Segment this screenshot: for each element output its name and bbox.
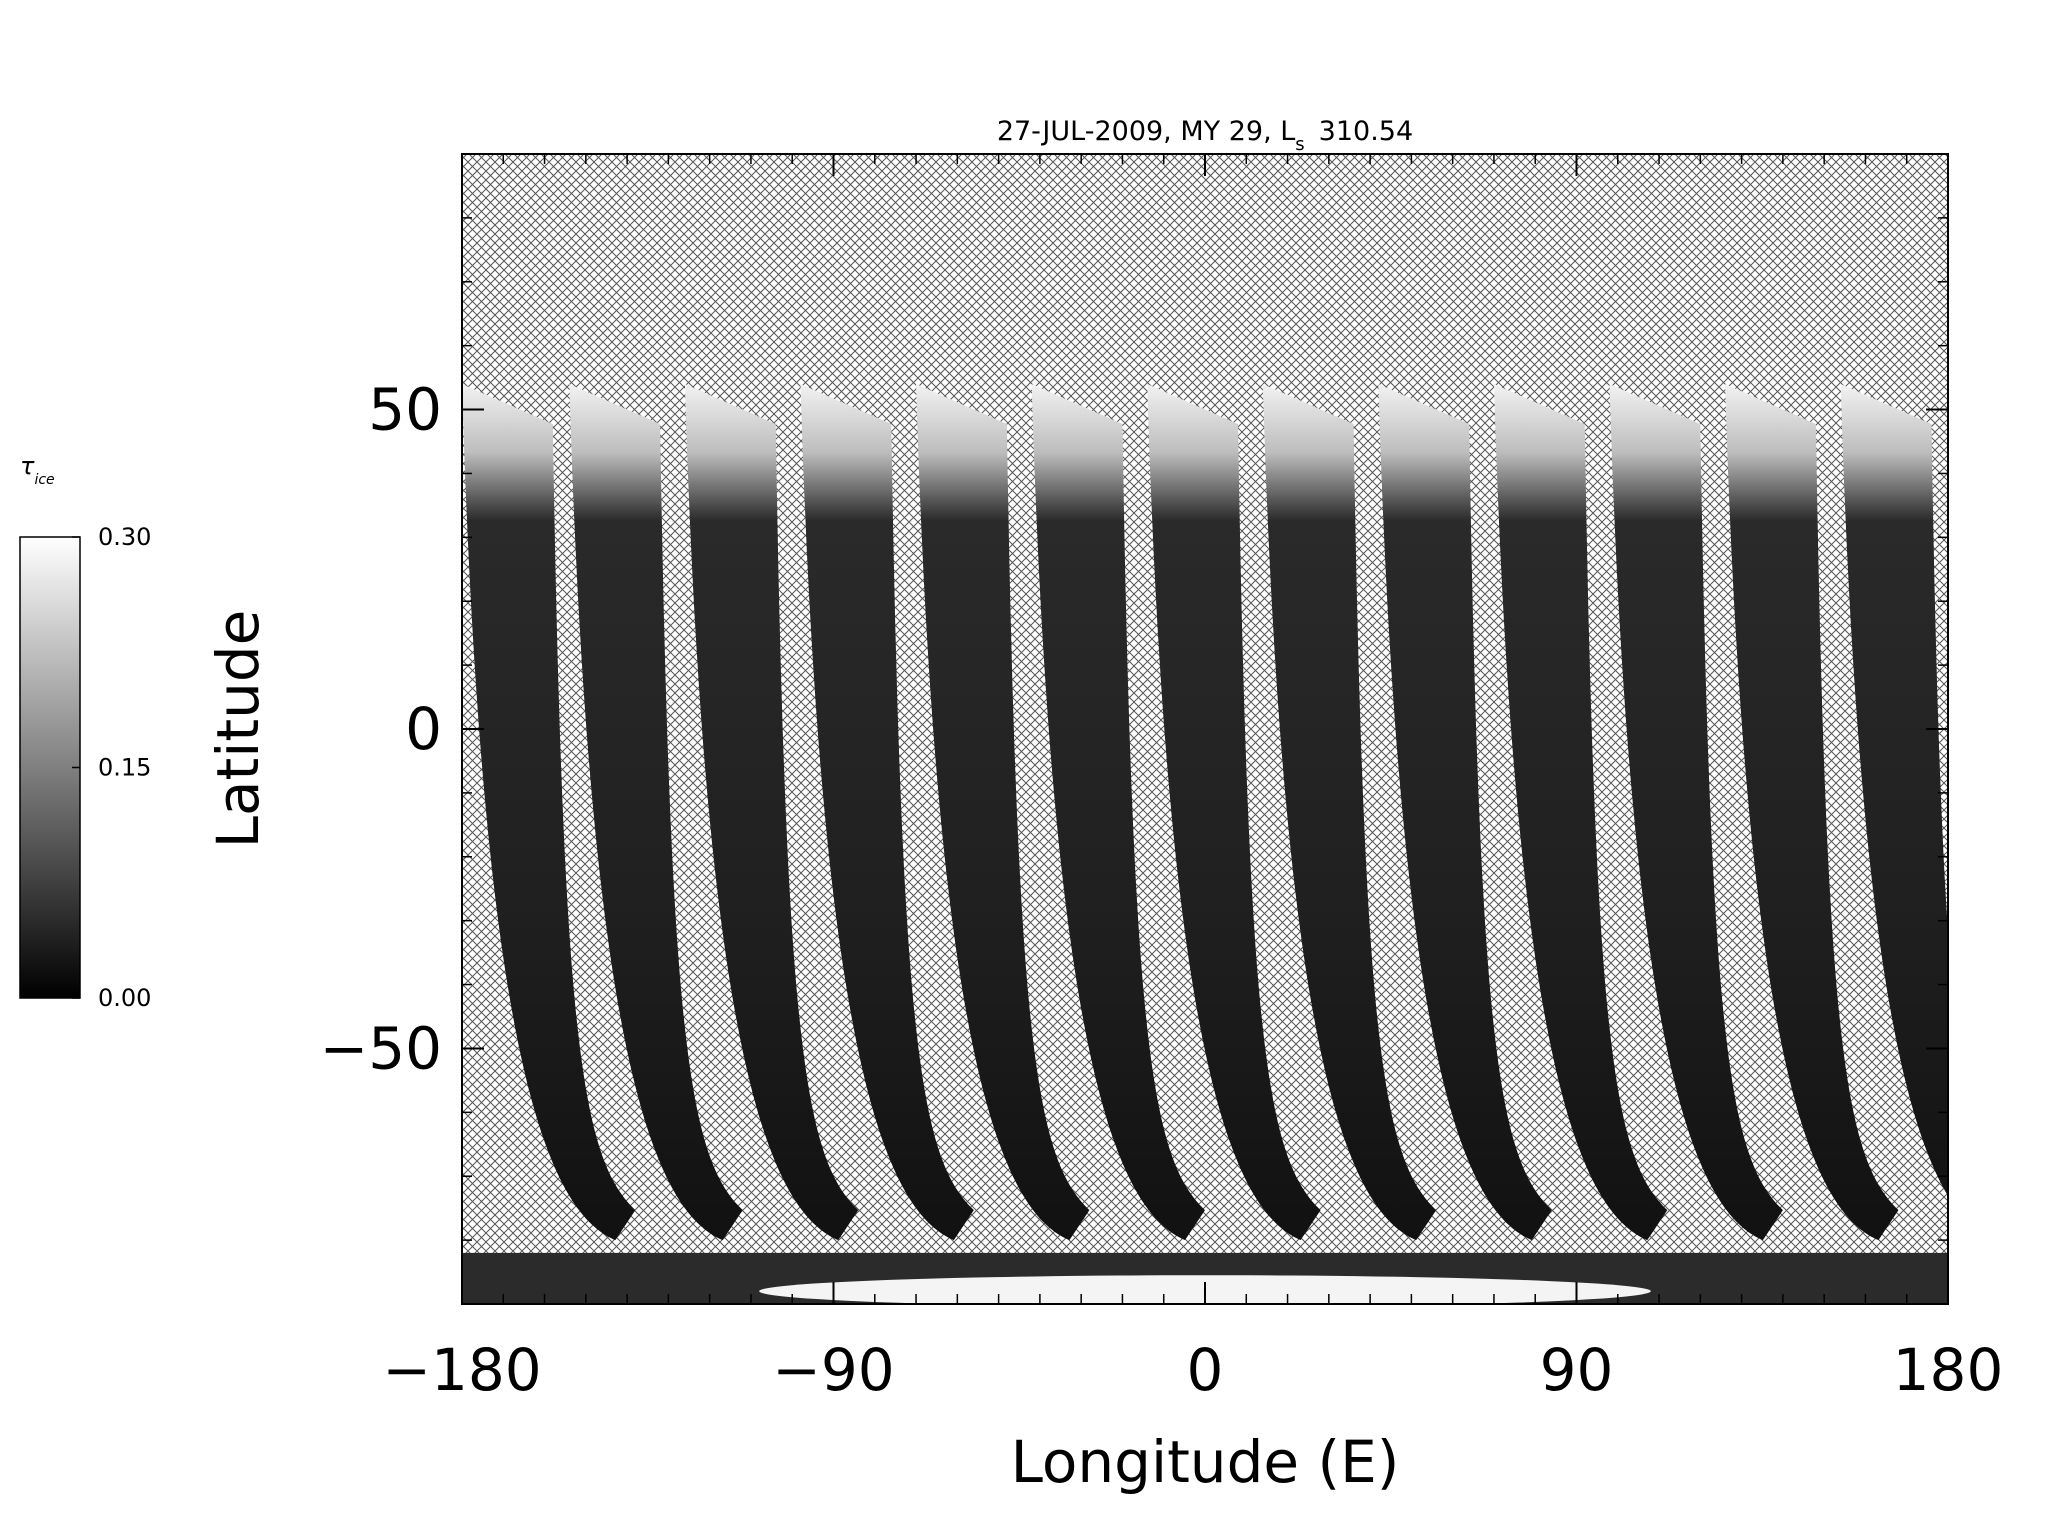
swath-8	[1378, 384, 1552, 1241]
colorbar-tick-label: 0.30	[98, 523, 151, 551]
swath-12	[1840, 384, 1948, 1196]
swath-4	[916, 384, 1090, 1241]
colorbar-ticks: 0.00 0.15 0.30	[72, 523, 151, 1012]
swath-6	[1147, 384, 1321, 1241]
x-tick-label: 90	[1540, 1336, 1614, 1404]
x-tick-label: 180	[1893, 1336, 2004, 1404]
swath-layer	[462, 384, 1948, 1304]
swath-3	[800, 384, 974, 1241]
swath-9	[1493, 384, 1668, 1241]
x-axis-label: Longitude (E)	[1011, 1428, 1400, 1496]
swath-7	[1262, 384, 1437, 1241]
colorbar-ramp	[19, 536, 81, 999]
colorbar-tick-label: 0.15	[98, 754, 151, 782]
colorbar-tick-label: 0.00	[98, 984, 151, 1012]
swath-1	[569, 384, 743, 1241]
colorbar: τice 0.00 0.15 0.30	[19, 452, 151, 1012]
tick-layer: −180 −90 0 90 180 −50 0 50	[320, 153, 2004, 1404]
chart-title: 27-JUL-2009, MY 29, Ls 310.54	[997, 116, 1413, 155]
y-tick-label: 0	[405, 695, 442, 763]
chart-title-subscript: s	[1295, 134, 1304, 155]
colorbar-label-subscript: ice	[34, 472, 54, 488]
y-tick-label: −50	[320, 1014, 442, 1082]
swath-5	[1031, 384, 1205, 1241]
swath-11	[1725, 384, 1899, 1241]
swath-10	[1609, 384, 1783, 1241]
x-tick-label: −180	[382, 1336, 541, 1404]
y-axis-label: Latitude	[204, 610, 272, 849]
colorbar-label: τice	[20, 452, 55, 488]
swath-2	[684, 384, 859, 1241]
x-tick-label: 0	[1187, 1336, 1224, 1404]
x-tick-label: −90	[772, 1336, 894, 1404]
y-tick-label: 50	[368, 376, 442, 444]
swath-0	[462, 384, 636, 1241]
plot-area: −180 −90 0 90 180 −50 0 50	[320, 153, 2004, 1404]
